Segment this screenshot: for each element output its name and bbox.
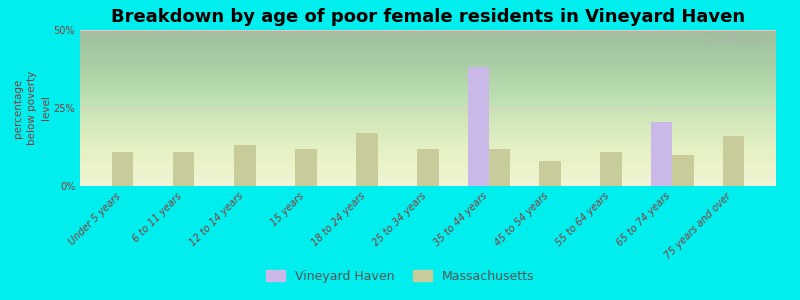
Bar	[651, 122, 672, 186]
Text: City-Data.com: City-Data.com	[705, 35, 769, 44]
Bar	[468, 68, 489, 186]
Bar	[356, 133, 378, 186]
Title: Breakdown by age of poor female residents in Vineyard Haven: Breakdown by age of poor female resident…	[111, 8, 745, 26]
Bar	[295, 148, 317, 186]
Bar	[418, 148, 438, 186]
Legend: Vineyard Haven, Massachusetts: Vineyard Haven, Massachusetts	[261, 265, 539, 288]
Bar	[722, 136, 744, 186]
Bar	[601, 152, 622, 186]
Bar	[672, 155, 694, 186]
Bar	[112, 152, 134, 186]
Bar	[234, 146, 255, 186]
Y-axis label: percentage
below poverty
level: percentage below poverty level	[13, 71, 50, 145]
Bar	[489, 148, 510, 186]
Bar	[539, 161, 561, 186]
Bar	[173, 152, 194, 186]
